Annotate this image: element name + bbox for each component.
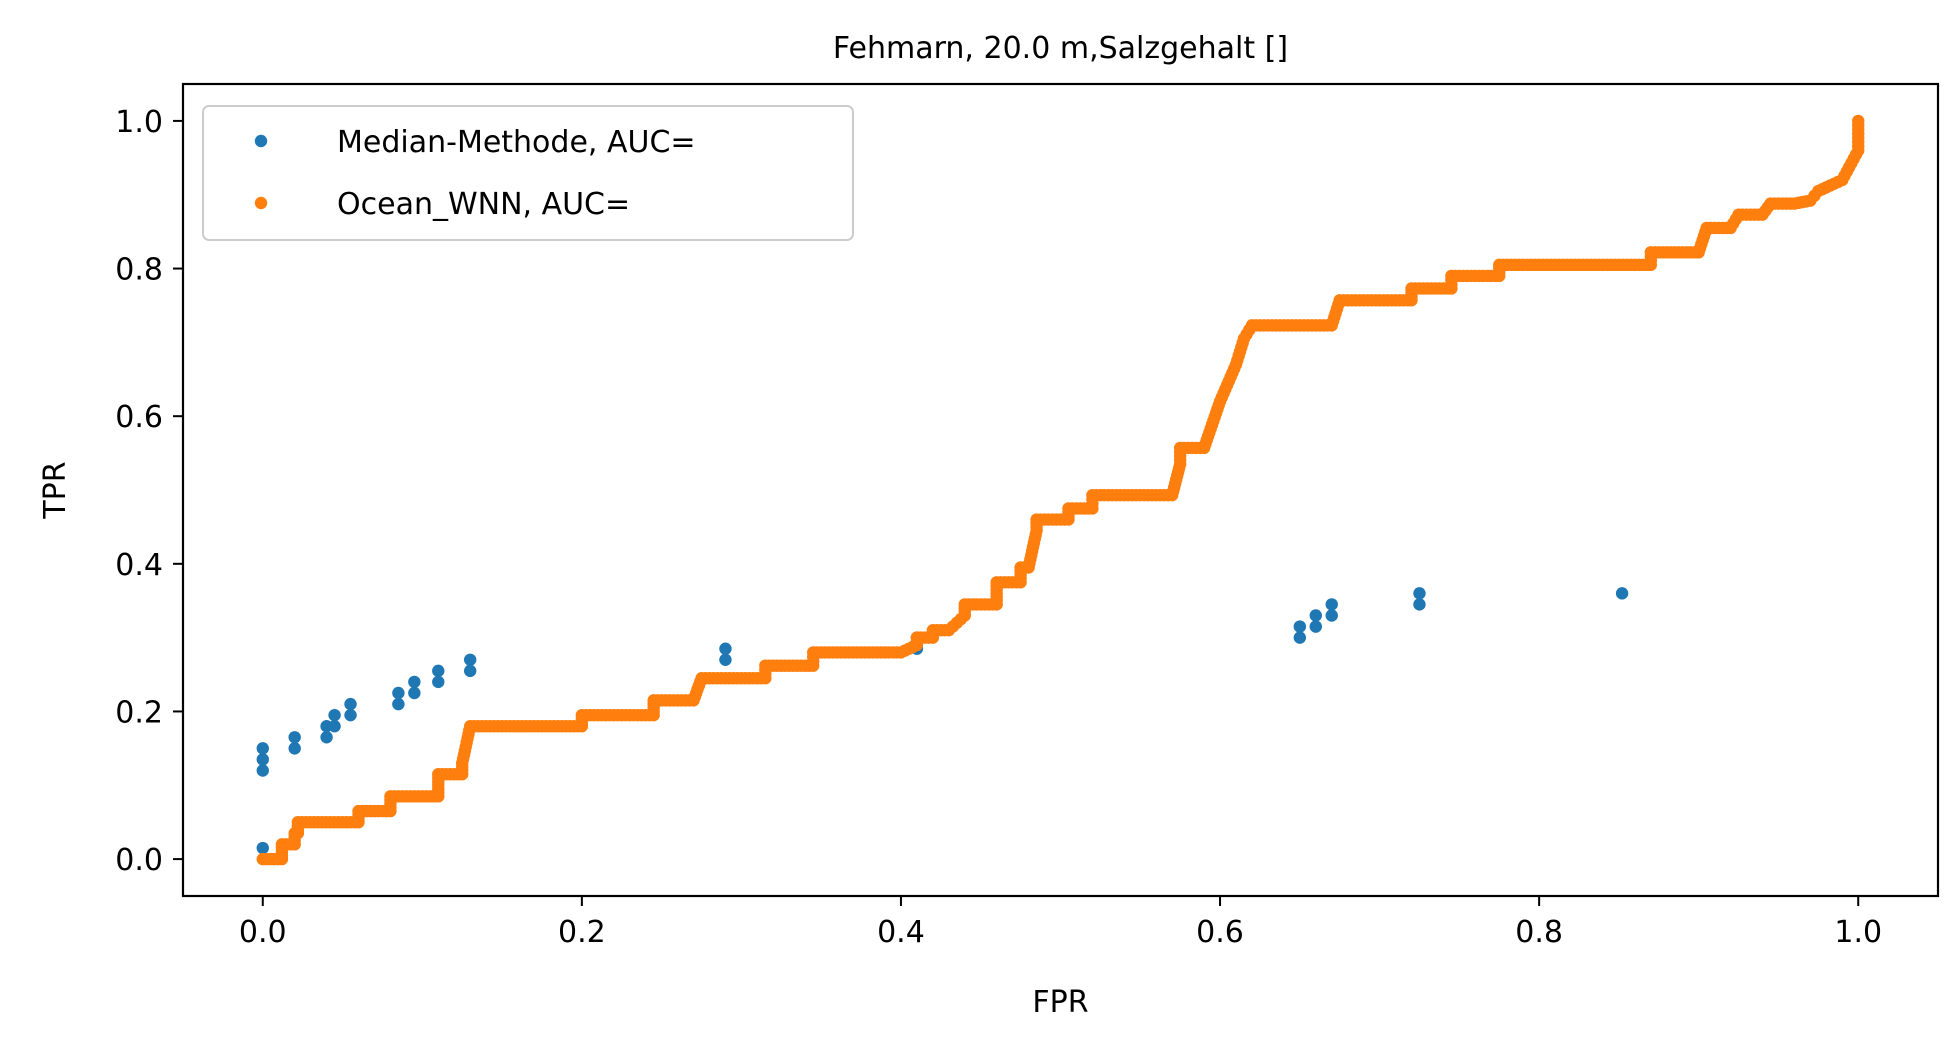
y-tick-label: 1.0 [115, 105, 163, 140]
legend: Median-Methode, AUC= Ocean_WNN, AUC= [202, 105, 854, 241]
median-point [256, 742, 269, 755]
x-tick-label: 0.6 [1196, 915, 1244, 950]
x-tick-label: 1.0 [1834, 915, 1882, 950]
median-point [1325, 609, 1338, 622]
plot-frame [181, 82, 1940, 898]
y-axis-label: TPR [38, 461, 73, 519]
median-point [408, 686, 421, 700]
median-point [463, 664, 477, 678]
median-point [256, 764, 269, 777]
median-point [1615, 587, 1629, 600]
x-axis-label: FPR [1032, 985, 1088, 1020]
y-tick-label: 0.0 [115, 843, 163, 878]
median-point [344, 697, 357, 711]
median-point [1293, 620, 1307, 633]
y-tick-label: 0.4 [115, 548, 163, 583]
median-point [328, 708, 341, 722]
legend-marker [254, 196, 268, 210]
chart-title: Fehmarn, 20.0 m,Salzgehalt [] [833, 31, 1288, 66]
median-point [256, 841, 269, 855]
median-point [288, 742, 301, 755]
median-point [392, 686, 405, 700]
legend-marker [254, 134, 268, 148]
median-point [320, 731, 333, 744]
median-point [1309, 620, 1322, 633]
median-point [1413, 598, 1426, 611]
legend-label: Median-Methode, AUC= [337, 125, 696, 160]
median-point [1325, 598, 1338, 611]
median-point [1413, 587, 1426, 600]
x-tick-label: 0.4 [877, 915, 925, 950]
median-point [256, 753, 269, 766]
median-point [432, 664, 445, 678]
median-point [1309, 609, 1322, 622]
y-tick-label: 0.8 [115, 253, 163, 288]
median-point [392, 697, 405, 711]
data-points-group [256, 114, 1865, 866]
legend-label: Ocean_WNN, AUC= [337, 187, 630, 222]
median-point [432, 675, 445, 689]
y-tick-label: 0.6 [115, 400, 163, 435]
ocean-wnn-point [1852, 114, 1865, 128]
median-point [719, 642, 732, 655]
x-tick-label: 0.0 [239, 915, 287, 950]
median-point [463, 653, 477, 666]
x-tick-label: 0.8 [1515, 915, 1563, 950]
x-tick-label: 0.2 [558, 915, 606, 950]
median-point [408, 675, 421, 689]
median-point [719, 653, 732, 666]
median-point [344, 708, 357, 722]
median-point [1293, 631, 1307, 644]
legend-box [202, 105, 854, 241]
median-point [328, 720, 341, 733]
median-point [288, 731, 301, 744]
y-tick-label: 0.2 [115, 695, 163, 730]
